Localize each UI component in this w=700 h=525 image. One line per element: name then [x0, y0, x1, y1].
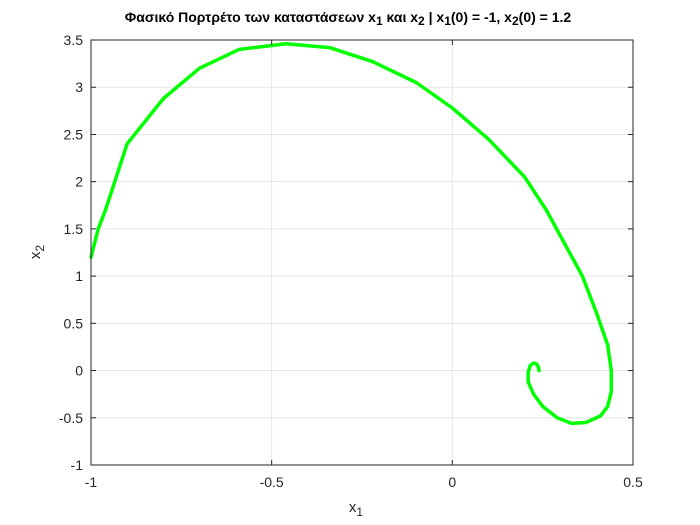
series-group — [89, 42, 614, 426]
y-tick-label: 3 — [75, 79, 83, 95]
axes-box — [90, 39, 634, 466]
y-tick-label: 1.5 — [64, 221, 84, 237]
y-tick-label: 1 — [75, 268, 83, 284]
y-tick-label: 3.5 — [64, 32, 84, 48]
y-axis-label: x2 — [27, 245, 47, 260]
x-tick-labels: -1 -0.5 0 0.5 — [85, 474, 643, 490]
y-tick-label: 2.5 — [64, 126, 84, 142]
x-tick-label: 0 — [448, 474, 456, 490]
x-tick-label: -1 — [85, 474, 98, 490]
y-tick-label: -1 — [71, 457, 84, 473]
y-tick-label: 0.5 — [64, 315, 84, 331]
trajectory-line — [89, 42, 614, 426]
y-tick-label: -0.5 — [59, 410, 83, 426]
x-tick-label: 0.5 — [623, 474, 643, 490]
plot-area — [91, 40, 633, 465]
tick-marks — [90, 39, 634, 466]
x-tick-label: -0.5 — [260, 474, 284, 490]
chart-title: Φασικό Πορτρέτο των καταστάσεων x1 και x… — [125, 9, 572, 28]
y-tick-labels: -1 -0.5 0 0.5 1 1.5 2 2.5 3 3.5 — [59, 32, 83, 473]
y-tick-label: 2 — [75, 174, 83, 190]
x-axis-label: x1 — [349, 499, 364, 519]
y-tick-label: 0 — [75, 363, 83, 379]
